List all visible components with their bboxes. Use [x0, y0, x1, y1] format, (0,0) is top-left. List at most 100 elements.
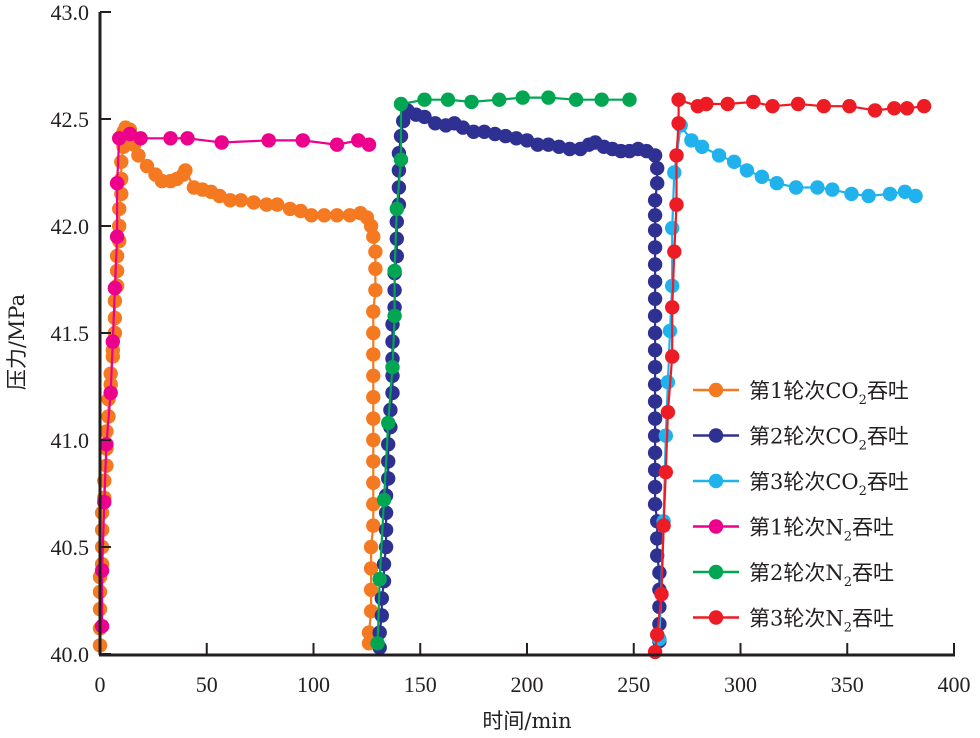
data-point [223, 193, 238, 208]
data-point [660, 375, 676, 390]
data-point [660, 405, 676, 420]
legend-label-main: 第3轮次CO [749, 470, 859, 494]
data-point [711, 148, 727, 163]
data-point [366, 229, 381, 244]
data-point [342, 208, 357, 223]
data-point [647, 394, 663, 409]
data-point [103, 385, 118, 401]
data-point [366, 390, 381, 405]
x-tick-label: 350 [831, 672, 864, 697]
series-line [378, 108, 661, 648]
data-point [163, 131, 178, 146]
series-line [376, 96, 630, 644]
legend: 第1轮次CO2吞吐第2轮次CO2吞吐第3轮次CO2吞吐第1轮次N2吞吐第2轮次N… [693, 379, 909, 636]
data-point [662, 323, 678, 339]
data-point [916, 99, 932, 114]
data-point [882, 186, 898, 202]
series-4 [94, 126, 377, 634]
data-point [363, 561, 379, 576]
legend-label: 第3轮次CO2吞吐 [749, 470, 909, 499]
legend-swatch-marker [708, 519, 724, 534]
data-point [368, 283, 383, 298]
data-point [498, 128, 513, 144]
data-point [363, 582, 379, 597]
data-point [366, 325, 381, 341]
data-point [656, 518, 671, 533]
legend-label-tail: 吞吐 [852, 561, 894, 585]
data-point [647, 274, 663, 289]
legend-item: 第2轮次CO2吞吐 [693, 425, 909, 454]
data-point [112, 218, 127, 234]
data-point [667, 244, 682, 259]
legend-label: 第2轮次CO2吞吐 [749, 425, 909, 454]
data-point [739, 163, 755, 178]
data-point [665, 300, 680, 315]
legend-label-main: 第1轮次CO [749, 379, 859, 403]
data-point [372, 571, 387, 587]
data-point [387, 263, 402, 279]
legend-swatch-marker [708, 428, 724, 443]
data-point [671, 92, 686, 107]
data-point [109, 229, 125, 244]
data-point [133, 131, 148, 146]
data-point [551, 139, 567, 154]
legend-item: 第1轮次CO2吞吐 [693, 379, 909, 408]
data-point [652, 565, 667, 580]
data-point [658, 428, 673, 443]
data-point [825, 182, 840, 197]
x-tick-label: 100 [297, 672, 330, 697]
data-point [647, 342, 663, 358]
data-point [769, 176, 784, 191]
data-point [654, 586, 669, 602]
data-point [844, 186, 859, 202]
y-tick-label: 41.0 [51, 428, 90, 453]
data-point [178, 163, 193, 178]
data-point [366, 454, 381, 469]
legend-swatch-marker [708, 473, 724, 489]
data-point [726, 154, 742, 169]
data-point [378, 505, 394, 520]
data-point [94, 563, 110, 578]
x-tick-label: 200 [511, 672, 544, 697]
data-point [374, 591, 389, 606]
data-point [694, 139, 710, 154]
data-point [393, 96, 409, 112]
legend-item: 第3轮次CO2吞吐 [693, 470, 909, 499]
data-point [381, 471, 396, 486]
series-1 [92, 120, 383, 653]
data-point [361, 137, 377, 152]
data-point [370, 636, 385, 651]
data-point [304, 208, 319, 223]
x-tick-label: 50 [196, 672, 218, 697]
data-point [861, 188, 876, 204]
data-point [381, 437, 396, 452]
y-ticks: 40.0 40.5 41.0 41.5 42.0 42.5 43.0 [51, 0, 111, 667]
data-point [530, 137, 545, 152]
data-point [94, 522, 110, 538]
data-point [366, 304, 381, 319]
data-point [647, 193, 663, 208]
data-point [317, 208, 332, 223]
data-point [261, 133, 276, 148]
data-point [647, 360, 663, 375]
data-point [417, 109, 432, 125]
plot-area [92, 90, 932, 660]
data-point [669, 148, 684, 163]
data-point [699, 96, 714, 112]
data-point [368, 261, 383, 276]
legend-label-subscript: 2 [859, 393, 867, 408]
data-point [282, 201, 298, 217]
data-point [233, 193, 249, 208]
data-point [366, 518, 381, 533]
data-point [112, 201, 127, 217]
data-point [790, 96, 806, 112]
x-tick-label: 250 [617, 672, 650, 697]
data-point [107, 280, 123, 296]
data-point [650, 161, 665, 176]
data-point [376, 556, 392, 572]
legend-item: 第2轮次N2吞吐 [693, 561, 894, 590]
data-point [669, 197, 684, 212]
data-point [720, 96, 735, 112]
data-point [765, 99, 780, 114]
